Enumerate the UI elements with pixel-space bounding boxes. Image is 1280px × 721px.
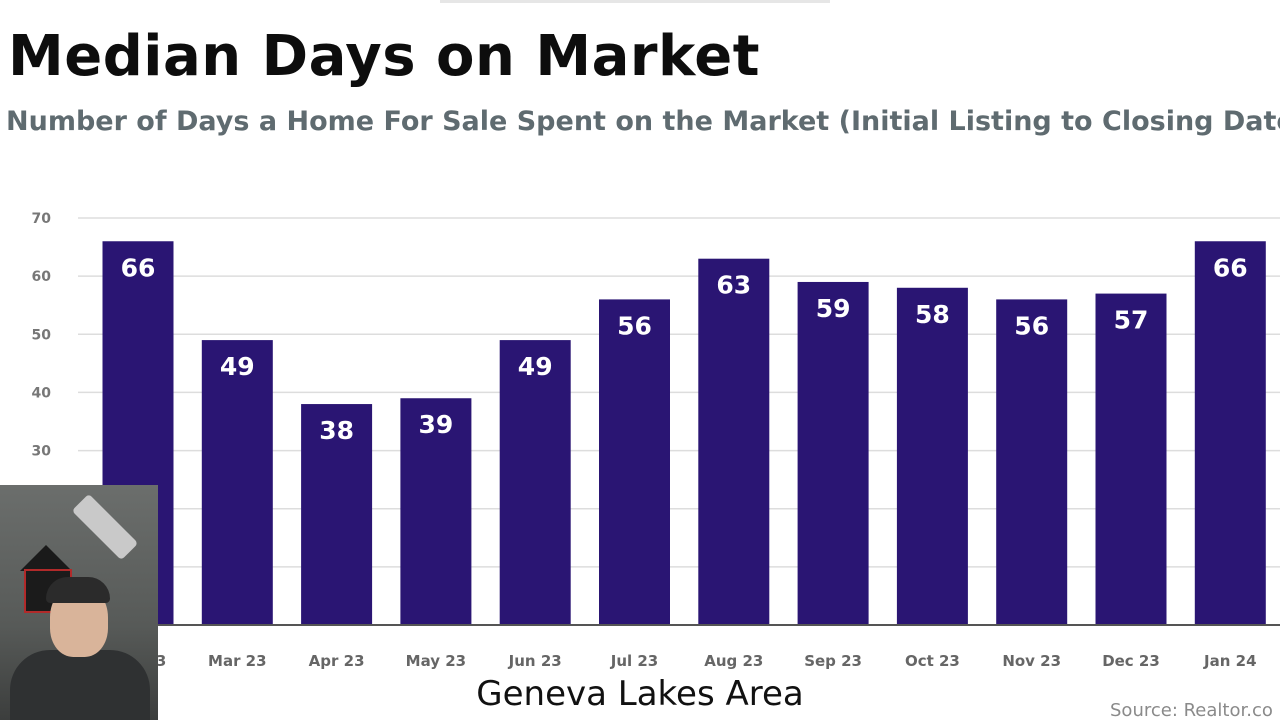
data-label: 57 xyxy=(1114,306,1149,335)
webcam-overlay xyxy=(0,485,158,720)
bar-aug-23 xyxy=(698,258,770,625)
gridlines xyxy=(78,217,1280,568)
key-icon xyxy=(71,493,139,561)
page-title: Median Days on Market xyxy=(8,24,760,89)
bar-sep-23 xyxy=(797,281,869,625)
x-tick-label: Mar 23 xyxy=(208,652,267,670)
data-label: 38 xyxy=(319,416,354,445)
data-label: 58 xyxy=(915,300,950,329)
data-label: 66 xyxy=(1213,253,1248,282)
logo-house-icon xyxy=(20,545,72,571)
x-tick-label: Jul 23 xyxy=(610,652,659,670)
x-tick-label: Oct 23 xyxy=(905,652,960,670)
data-labels: 66 49 38 39 49 56 63 59 58 56 57 66 xyxy=(121,253,1248,445)
bar-mar-23 xyxy=(201,340,273,625)
x-tick-label: Apr 23 xyxy=(309,652,365,670)
x-tick-label: Aug 23 xyxy=(704,652,763,670)
area-label: Geneva Lakes Area xyxy=(476,674,804,714)
top-strip xyxy=(440,0,830,3)
presenter-body xyxy=(10,650,150,720)
bar-jul-23 xyxy=(599,299,670,625)
x-tick-label: Sep 23 xyxy=(804,652,862,670)
bar-jun-23 xyxy=(499,340,571,625)
presenter-cap xyxy=(46,577,110,603)
data-label: 56 xyxy=(1014,311,1049,340)
y-tick-label: 40 xyxy=(32,385,52,401)
bar-jan-24 xyxy=(1194,241,1266,625)
bar-nov-23 xyxy=(996,299,1068,625)
data-label: 66 xyxy=(121,253,156,282)
data-label: 59 xyxy=(816,294,851,323)
data-label: 56 xyxy=(617,311,652,340)
page-subtitle: Number of Days a Home For Sale Spent on … xyxy=(6,106,1280,137)
y-tick-label: 70 xyxy=(32,211,52,227)
data-label: 63 xyxy=(716,271,751,300)
data-label: 49 xyxy=(220,352,255,381)
data-label: 39 xyxy=(419,410,454,439)
bars xyxy=(102,241,1266,625)
source-label: Source: Realtor.co xyxy=(1110,700,1273,721)
y-tick-label: 30 xyxy=(32,444,52,460)
data-label: 49 xyxy=(518,352,553,381)
bar-oct-23 xyxy=(896,287,968,625)
x-tick-label: Jan 24 xyxy=(1203,652,1256,670)
y-tick-label: 60 xyxy=(32,269,52,285)
x-tick-label: Dec 23 xyxy=(1102,652,1160,670)
bar-may-23 xyxy=(400,398,472,625)
bar-dec-23 xyxy=(1095,293,1167,625)
y-tick-label: 50 xyxy=(32,327,52,343)
bar-apr-23 xyxy=(301,404,373,625)
x-tick-label: Jun 23 xyxy=(508,652,562,670)
x-tick-label: May 23 xyxy=(406,652,466,670)
x-tick-label: Nov 23 xyxy=(1002,652,1061,670)
